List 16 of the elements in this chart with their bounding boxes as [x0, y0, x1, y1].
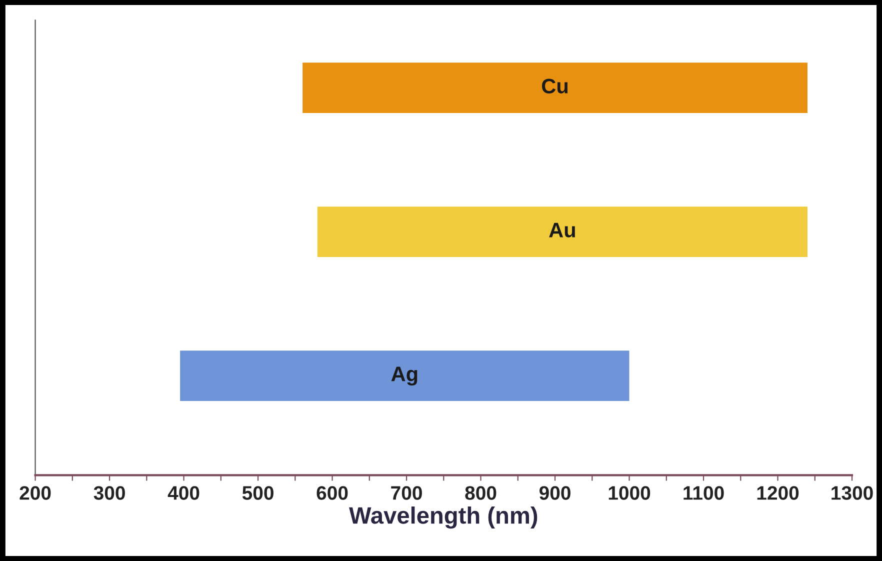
x-tick-label: 1300 — [832, 486, 873, 500]
x-tick-label: 1200 — [757, 486, 799, 500]
x-tick-label: 1100 — [684, 486, 724, 500]
y-tick-label: Au — [549, 222, 575, 238]
x-tick-label: 800 — [465, 486, 496, 500]
x-axis-title: Wavelength (nm) — [349, 506, 538, 529]
x-tick-label: 600 — [316, 486, 348, 500]
x-tick-label: 1000 — [608, 486, 650, 500]
x-tick-label: 300 — [94, 486, 125, 500]
x-tick-label: 700 — [391, 486, 422, 500]
x-tick-label: 200 — [20, 486, 51, 500]
x-tick-label: 400 — [168, 486, 200, 500]
y-tick-label: Ag — [391, 366, 418, 386]
x-tick-label: 900 — [539, 486, 570, 500]
x-tick-label: 500 — [242, 486, 274, 500]
y-tick-label: Cu — [542, 78, 568, 94]
